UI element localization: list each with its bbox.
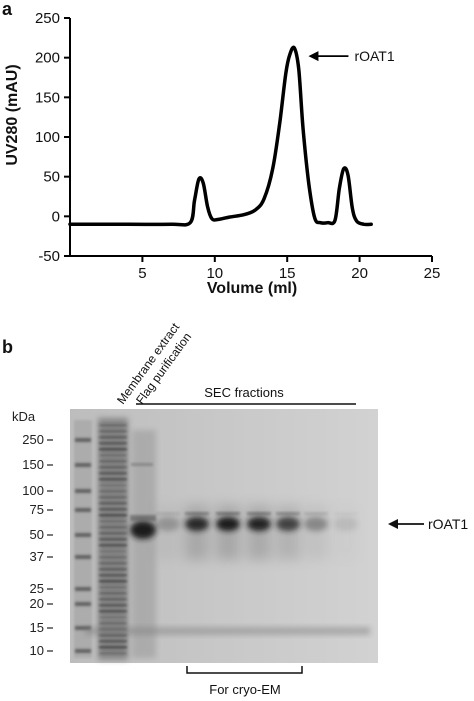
y-tick-label: 100 [35,129,60,146]
x-tick-label: 25 [424,265,441,282]
cryo-em-bracket [186,666,303,674]
panel-a-label: a [2,0,13,19]
mw-marker-label: 250 [22,432,44,447]
mw-marker-label: 25 [30,581,44,596]
x-tick-label: 5 [138,265,146,282]
chromatogram-chart: 5 10 15 20 25 -50 0 50 100 150 200 250 rOAT1 Volume… [4,10,440,297]
chart-ticks: 5 10 15 20 25 -50 0 50 100 150 200 250 [35,10,440,282]
mw-marker-label: 150 [22,457,44,472]
mw-marker-label: 100 [22,483,44,498]
chart-annotations: rOAT1 [308,48,395,64]
y-tick-label: 50 [43,169,60,186]
panel-b-label: b [2,337,13,357]
x-tick-label: 15 [279,265,296,282]
y-tick-label: 200 [35,50,60,67]
x-tick-label: 20 [351,265,368,282]
y-tick-label: 150 [35,89,60,106]
band-label-roat1: rOAT1 [428,516,468,532]
mw-marker-label: 20 [30,596,44,611]
y-tick-label: 250 [35,10,60,27]
band-arrow [388,519,424,529]
x-tick-label: 10 [206,265,223,282]
cryo-em-label: For cryo-EM [209,682,281,697]
y-tick-label: 0 [52,208,60,225]
y-tick-label: -50 [38,248,60,265]
uv280-trace-line [68,45,373,227]
sec-fractions-label: SEC fractions [204,385,284,400]
mw-marker-label: 10 [30,643,44,658]
annotation-label: rOAT1 [354,48,394,64]
annotation-arrowhead [308,51,319,62]
mw-marker-label: 75 [30,502,44,517]
x-axis-label: Volume (ml) [207,280,297,297]
mw-title: kDa [12,409,36,424]
y-axis-label: UV280 (mAU) [4,64,21,165]
mw-marker-label: 37 [30,549,44,564]
mw-marker-label: 50 [30,527,44,542]
mw-marker-label: 15 [30,620,44,635]
